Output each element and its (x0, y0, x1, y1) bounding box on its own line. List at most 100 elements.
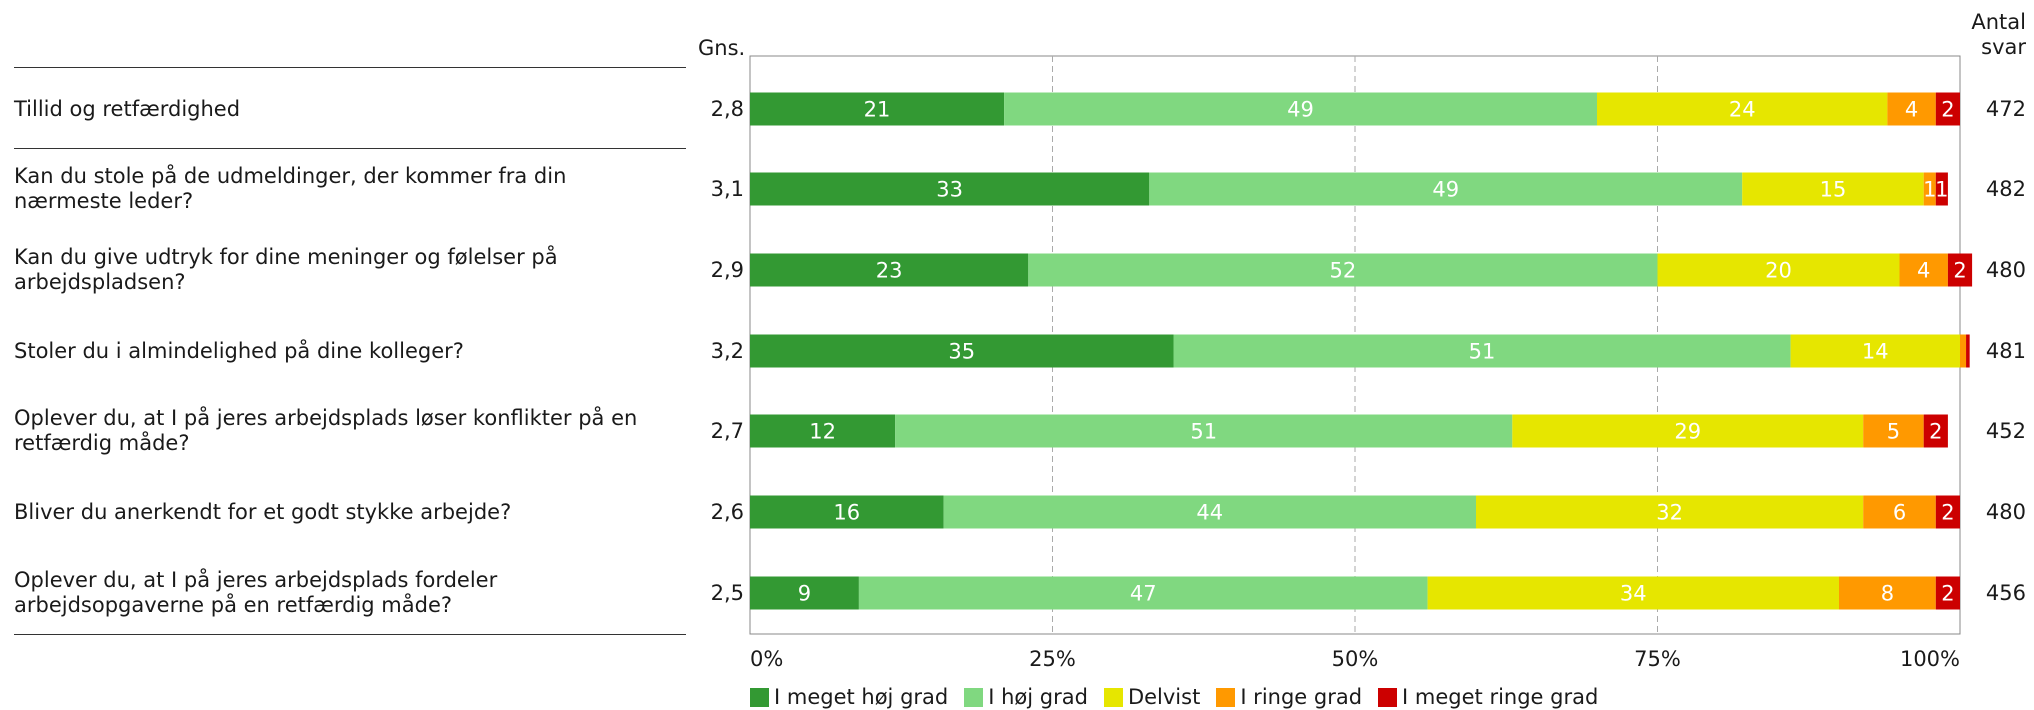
bar-value-label: 2 (1941, 501, 1954, 525)
avg-header: Gns. (698, 36, 746, 60)
bar-segment (1004, 92, 1597, 126)
bar-segment (1476, 495, 1864, 529)
bar-segment (1923, 414, 1948, 448)
bar-value-label: 52 (1330, 259, 1357, 283)
bar-segment (1863, 495, 1936, 529)
bar-value-label: 33 (936, 178, 963, 202)
bar-segment (750, 172, 1150, 206)
bar-value-label: 5 (1887, 420, 1900, 444)
bar-value-label: 20 (1765, 259, 1792, 283)
bar-value-label: 1 (1935, 178, 1948, 202)
bar-value-label: 14 (1862, 340, 1889, 364)
answer-count: 481 (1985, 339, 2026, 363)
bar-segment (1935, 92, 1960, 126)
bar-segment (750, 253, 1029, 287)
question-label: Bliver du anerkendt for et godt stykke a… (14, 499, 512, 524)
bar-value-label: 49 (1287, 98, 1314, 122)
question-label: Kan du give udtryk for dine meninger og … (14, 245, 558, 294)
bar-segment (1863, 414, 1924, 448)
bar-value-label: 34 (1620, 582, 1647, 606)
legend-swatch (1378, 687, 1398, 707)
x-tick-label: 75% (1634, 647, 1681, 671)
bar-segment (858, 576, 1428, 610)
x-tick-label: 0% (750, 647, 783, 671)
bar-value-label: 6 (1893, 501, 1906, 525)
x-tick-label: 25% (1029, 647, 1076, 671)
bar-value-label: 21 (864, 98, 891, 122)
average-value: 3,2 (710, 339, 744, 363)
question-label: Oplever du, at I på jeres arbejdsplads l… (14, 406, 638, 455)
bar-segment (750, 495, 944, 529)
legend-label: Delvist (1127, 685, 1201, 709)
bar-segment (1899, 253, 1948, 287)
separator-rule (14, 148, 686, 149)
bar-value-label: 23 (876, 259, 903, 283)
bar-segment (1173, 334, 1791, 368)
bar-segment (1966, 334, 1970, 368)
bar-value-label: 47 (1130, 582, 1157, 606)
bar-segment (1742, 172, 1924, 206)
bar-segment (750, 576, 859, 610)
x-tick-label: 100% (1900, 647, 1960, 671)
bar-value-label: 15 (1820, 178, 1847, 202)
bar-value-label: 51 (1190, 420, 1217, 444)
bar-value-label: 12 (809, 420, 836, 444)
answer-count: 482 (1985, 177, 2026, 201)
answer-count: 480 (1985, 500, 2026, 524)
legend-swatch (1216, 687, 1236, 707)
bar-segment (750, 414, 896, 448)
average-value: 3,1 (710, 177, 744, 201)
legend-label: I ringe grad (1240, 685, 1363, 709)
answer-count: 480 (1985, 258, 2026, 282)
bar-value-label: 2 (1929, 420, 1942, 444)
bar-value-label: 1 (1923, 178, 1936, 202)
bar-segment (1887, 92, 1936, 126)
average-value: 2,6 (710, 500, 744, 524)
bar-value-label: 4 (1917, 259, 1930, 283)
bar-value-label: 9 (798, 582, 811, 606)
bar-segment (750, 92, 1005, 126)
bar-segment (1935, 172, 1948, 206)
bar-segment (1960, 334, 1967, 368)
legend-swatch (964, 687, 984, 707)
bar-value-label: 8 (1881, 582, 1894, 606)
bar-value-label: 2 (1953, 259, 1966, 283)
legend-swatch (1103, 687, 1123, 707)
legend-label: I høj grad (988, 685, 1088, 709)
bar-segment (1427, 576, 1839, 610)
bar-value-label: 2 (1941, 582, 1954, 606)
bar-segment (1935, 495, 1960, 529)
average-value: 2,7 (710, 419, 744, 443)
question-label: Oplever du, at I på jeres arbejdsplads f… (14, 568, 498, 617)
average-value: 2,8 (710, 97, 744, 121)
question-label: Tillid og retfærdighed (14, 96, 241, 121)
x-tick-label: 50% (1332, 647, 1379, 671)
bar-value-label: 4 (1905, 98, 1918, 122)
question-label: Stoler du i almindelighed på dine kolleg… (14, 338, 464, 363)
answer-count: 452 (1985, 419, 2026, 443)
answer-count: 472 (1985, 97, 2026, 121)
question-label: Kan du stole på de udmeldinger, der komm… (14, 164, 567, 213)
bar-segment (1597, 92, 1888, 126)
bar-segment (1947, 253, 1973, 287)
legend-item: I høj grad (964, 685, 1088, 709)
bar-value-label: 32 (1656, 501, 1683, 525)
bar-value-label: 2 (1941, 98, 1954, 122)
bar-value-label: 24 (1729, 98, 1756, 122)
bar-segment (943, 495, 1476, 529)
bar-segment (895, 414, 1513, 448)
bar-value-label: 35 (948, 340, 975, 364)
answer-count: 456 (1985, 581, 2026, 605)
bar-segment (1935, 576, 1960, 610)
legend-item: I ringe grad (1216, 685, 1362, 709)
bar-segment (1149, 172, 1743, 206)
legend-label: I meget høj grad (774, 685, 949, 709)
legend-item: I meget høj grad (750, 685, 948, 709)
bar-value-label: 29 (1674, 420, 1701, 444)
chart-legend: I meget høj grad I høj grad Delvist I ringe… (750, 684, 1614, 710)
bar-value-label: 49 (1432, 178, 1459, 202)
average-value: 2,9 (710, 258, 744, 282)
bar-segment (1657, 253, 1900, 287)
bar-value-label: 51 (1469, 340, 1496, 364)
